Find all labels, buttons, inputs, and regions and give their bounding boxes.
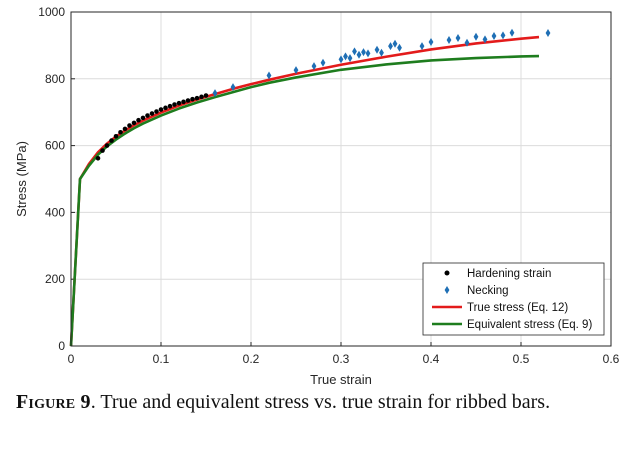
legend-swatch bbox=[444, 270, 450, 276]
legend-swatch bbox=[444, 286, 450, 294]
data-point bbox=[140, 115, 146, 121]
data-point bbox=[356, 50, 362, 59]
plot-frame bbox=[70, 11, 612, 347]
data-point bbox=[446, 36, 452, 45]
data-point bbox=[190, 96, 195, 102]
legend-item: Equivalent stress (Eq. 9) bbox=[432, 319, 592, 331]
data-point bbox=[100, 148, 105, 153]
y-axis-title: Stress (MPa) bbox=[14, 141, 29, 217]
data-point bbox=[154, 109, 159, 114]
legend: Hardening strain Necking True stress (Eq. … bbox=[422, 262, 605, 336]
data-point bbox=[311, 62, 317, 71]
data-point bbox=[266, 71, 272, 80]
data-point bbox=[95, 155, 101, 161]
data-point bbox=[347, 54, 353, 63]
data-point bbox=[163, 105, 168, 111]
x-tick-label: 0.1 bbox=[153, 352, 170, 366]
data-point bbox=[455, 34, 461, 43]
y-tick-label: 800 bbox=[45, 72, 65, 86]
series-necking bbox=[212, 28, 551, 98]
data-point bbox=[500, 31, 506, 40]
data-point bbox=[509, 28, 515, 37]
data-point bbox=[149, 111, 155, 116]
x-axis-title: True strain bbox=[310, 372, 372, 387]
x-tick-label: 0.4 bbox=[423, 352, 440, 366]
data-point bbox=[158, 107, 164, 112]
chart: 0 0.1 0.2 0.3 0.4 0.5 0.6 0 200 400 600 800 1000 Tr… bbox=[14, 5, 620, 387]
caption-text: . True and equivalent stress vs. true st… bbox=[90, 391, 551, 413]
data-point bbox=[212, 89, 218, 98]
data-point bbox=[379, 48, 384, 57]
series-layer bbox=[69, 28, 551, 347]
y-tick-labels: 0 200 400 600 800 1000 bbox=[38, 5, 65, 353]
data-point bbox=[181, 99, 186, 105]
x-tick-labels: 0 0.1 0.2 0.3 0.4 0.5 0.6 bbox=[68, 352, 620, 366]
data-point bbox=[136, 117, 141, 123]
legend-label: Necking bbox=[467, 285, 509, 297]
legend-label: Hardening strain bbox=[467, 268, 551, 280]
data-point bbox=[545, 29, 551, 38]
y-tick-label: 0 bbox=[58, 339, 65, 353]
x-tick-label: 0 bbox=[68, 352, 75, 366]
x-tick-label: 0.3 bbox=[333, 352, 350, 366]
data-point bbox=[172, 102, 177, 107]
caption-label: Figure 9 bbox=[16, 391, 91, 413]
data-point bbox=[392, 39, 398, 48]
data-point bbox=[145, 113, 150, 118]
data-point bbox=[428, 38, 434, 47]
y-tick-label: 200 bbox=[45, 272, 65, 286]
x-tick-label: 0.5 bbox=[513, 352, 530, 366]
data-point bbox=[185, 98, 191, 103]
data-point bbox=[113, 133, 119, 139]
data-point bbox=[482, 35, 488, 44]
data-point bbox=[397, 43, 402, 52]
data-point bbox=[320, 58, 326, 67]
data-point bbox=[464, 38, 470, 47]
data-point bbox=[176, 100, 182, 106]
data-point bbox=[127, 123, 132, 128]
data-point bbox=[473, 32, 479, 41]
legend-label: True stress (Eq. 12) bbox=[467, 302, 568, 314]
data-point bbox=[374, 45, 380, 54]
series-hardening-strain bbox=[95, 93, 209, 161]
y-tick-label: 400 bbox=[45, 205, 65, 219]
data-point bbox=[104, 143, 110, 148]
legend-item: Necking bbox=[444, 285, 509, 297]
data-point bbox=[131, 120, 137, 126]
data-point bbox=[167, 103, 173, 109]
data-point bbox=[199, 94, 204, 100]
data-point bbox=[361, 48, 366, 57]
legend-item: True stress (Eq. 12) bbox=[432, 302, 568, 314]
data-point bbox=[194, 95, 200, 101]
y-tick-label: 1000 bbox=[38, 5, 65, 19]
x-tick-label: 0.6 bbox=[603, 352, 620, 366]
data-point bbox=[109, 138, 114, 143]
data-point bbox=[118, 129, 123, 135]
data-point bbox=[388, 42, 393, 51]
data-point bbox=[419, 42, 425, 51]
data-point bbox=[352, 47, 357, 56]
data-point bbox=[338, 55, 344, 64]
data-point bbox=[343, 52, 348, 61]
legend-label: Equivalent stress (Eq. 9) bbox=[467, 319, 592, 331]
data-point bbox=[122, 126, 128, 132]
x-tick-label: 0.2 bbox=[243, 352, 260, 366]
legend-item: Hardening strain bbox=[444, 268, 551, 280]
data-point bbox=[230, 83, 236, 92]
data-point bbox=[491, 32, 497, 41]
data-point bbox=[293, 66, 299, 75]
data-point bbox=[365, 49, 371, 58]
figure-caption: Figure 9. True and equivalent stress vs.… bbox=[16, 389, 631, 415]
data-point bbox=[203, 93, 209, 98]
y-tick-label: 600 bbox=[45, 139, 65, 153]
